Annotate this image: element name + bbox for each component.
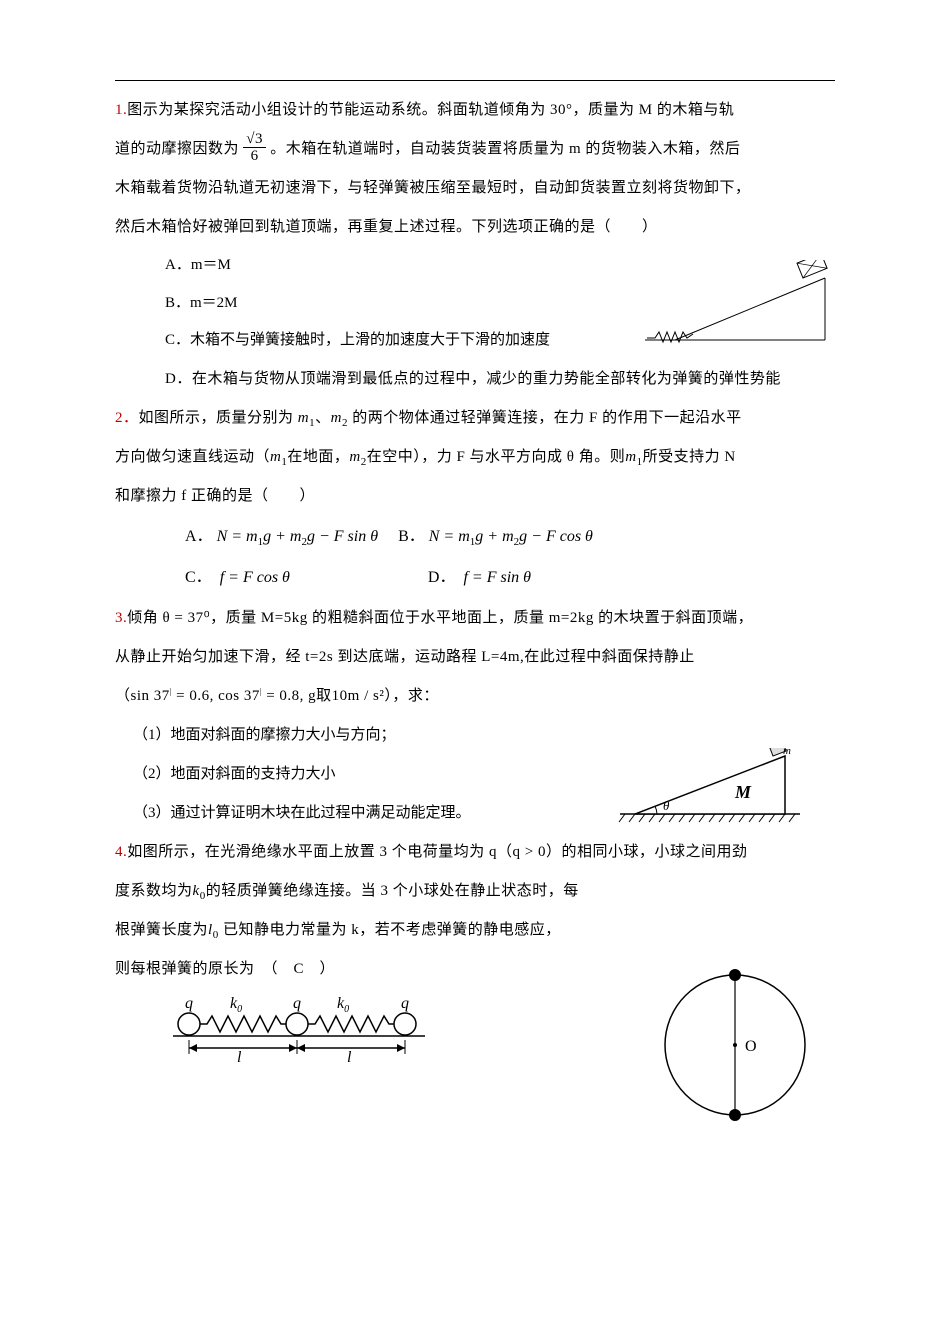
- q4-line2: 度系数均为k0的轻质弹簧绝缘连接。当 3 个小球处在静止状态时，每: [115, 872, 655, 911]
- q1-number: 1.: [115, 102, 127, 118]
- q1-frac-den: 6: [243, 148, 266, 165]
- q3-line3: （sin 37| = 0.6, cos 37| = 0.8, g取10m / s…: [115, 677, 835, 716]
- q2-optA-lbl: A．: [185, 528, 213, 545]
- svg-text:k0: k0: [230, 995, 242, 1015]
- q2-t1b: 的两个物体通过轻弹簧连接，在力 F 的作用下一起沿水平: [352, 410, 741, 426]
- q4-springs-diagram: q k0 q k0 q l l: [165, 994, 445, 1064]
- svg-text:l: l: [237, 1049, 242, 1064]
- svg-text:l: l: [347, 1049, 352, 1064]
- q1-line1: 1.图示为某探究活动小组设计的节能运动系统。斜面轨道倾角为 30°，质量为 M …: [115, 91, 835, 130]
- q2-optD-eq: f = F sin θ: [459, 569, 531, 586]
- q2-number: 2．: [115, 410, 139, 426]
- q4-line1: 4.如图所示，在光滑绝缘水平面上放置 3 个电荷量均为 q（q > 0）的相同小…: [115, 833, 835, 872]
- svg-text:q: q: [401, 995, 409, 1012]
- q3-t1: 倾角 θ = 37⁰，质量 M=5kg 的粗糙斜面位于水平地面上，质量 m=2k…: [127, 610, 753, 626]
- q2-optC-eq: f = F cos θ: [216, 569, 290, 586]
- q1-frac-num: √3: [243, 131, 266, 149]
- q1-text1: 图示为某探究活动小组设计的节能运动系统。斜面轨道倾角为 30°，质量为 M 的木…: [127, 102, 734, 118]
- q3-t3b: ），求：: [384, 688, 439, 704]
- q3-t3a: （: [115, 688, 131, 704]
- q2-line3: 和摩擦力 f 正确的是（ ）: [115, 477, 835, 516]
- top-rule: [115, 80, 835, 81]
- q1-line4: 然后木箱恰好被弹回到轨道顶端，再重复上述过程。下列选项正确的是（ ）: [115, 208, 835, 247]
- q1-line3: 木箱载着货物沿轨道无初速滑下，与轻弹簧被压缩至最短时，自动卸货装置立刻将货物卸下…: [115, 169, 835, 208]
- q2-optD-lbl: D．: [428, 569, 456, 586]
- q1-line2: 道的动摩擦因数为 √36 。木箱在轨道端时，自动装货装置将质量为 m 的货物装入…: [115, 130, 835, 169]
- q2-optB-eq: N = m1g + m2g − F cos θ: [429, 528, 593, 545]
- q4-number: 4.: [115, 844, 127, 860]
- q3-theta-label: θ: [663, 798, 670, 813]
- q2-t1a: 如图所示，质量分别为: [139, 410, 294, 426]
- q4-line3: 根弹簧长度为l0 已知静电力常量为 k，若不考虑弹簧的静电感应，: [115, 911, 655, 950]
- q3-diagram-incline: θ M m: [615, 748, 805, 828]
- q4-t2a: 度系数均为: [115, 883, 193, 899]
- q3-number: 3.: [115, 610, 127, 626]
- q2-t2a: 方向做匀速直线运动（: [115, 449, 270, 465]
- q2-t2c: 在空中），力 F 与水平方向成 θ 角。则: [367, 449, 626, 465]
- q4-t2b: 的轻质弹簧绝缘连接。当 3 个小球处在静止状态时，每: [206, 883, 579, 899]
- svg-text:q: q: [293, 995, 301, 1012]
- q1-diagram-incline: [635, 260, 835, 350]
- page-content: 1.图示为某探究活动小组设计的节能运动系统。斜面轨道倾角为 30°，质量为 M …: [115, 80, 835, 1069]
- q4-t1: 如图所示，在光滑绝缘水平面上放置 3 个电荷量均为 q（q > 0）的相同小球，…: [127, 844, 747, 860]
- q1-optD: D．在木箱与货物从顶端滑到最低点的过程中，减少的重力势能全部转化为弹簧的弹性势能: [165, 360, 835, 399]
- q3-m-label: m: [783, 748, 791, 757]
- q2-line1: 2．如图所示，质量分别为 m1、m2 的两个物体通过轻弹簧连接，在力 F 的作用…: [115, 399, 835, 438]
- q1-fraction: √36: [243, 131, 266, 165]
- q4-circle-diagram: O: [655, 955, 815, 1135]
- q2-sep: 、: [315, 410, 331, 426]
- q1-text2a: 道的动摩擦因数为: [115, 141, 239, 157]
- q1-text2b: 。木箱在轨道端时，自动装货装置将质量为 m 的货物装入木箱，然后: [270, 141, 740, 157]
- q4-t3a: 根弹簧长度为: [115, 922, 208, 938]
- q2-m1: m1: [298, 410, 315, 426]
- svg-text:q: q: [185, 995, 193, 1012]
- q2-optA-eq: N = m1g + m2g − F sin θ: [217, 528, 379, 545]
- q2-row-CD: C． f = F cos θ D． f = F sin θ: [185, 557, 835, 599]
- q2-m2: m2: [331, 410, 348, 426]
- q2-optC-lbl: C．: [185, 569, 212, 586]
- q4-t3b: 已知静电力常量为 k，若不考虑弹簧的静电感应，: [219, 922, 561, 938]
- q2-row-AB: A． N = m1g + m2g − F sin θ B． N = m1g + …: [185, 516, 835, 558]
- q3-sin: sin 37|: [131, 688, 172, 704]
- q2-t2d: 所受支持力 N: [643, 449, 736, 465]
- q3-cos: cos 37|: [218, 688, 262, 704]
- q4-O-label: O: [745, 1038, 757, 1055]
- q2-optB-lbl: B．: [398, 528, 425, 545]
- q2-line2: 方向做匀速直线运动（m1在地面，m2在空中），力 F 与水平方向成 θ 角。则m…: [115, 438, 835, 477]
- q3-M-label: M: [734, 782, 752, 802]
- q3-line1: 3.倾角 θ = 37⁰，质量 M=5kg 的粗糙斜面位于水平地面上，质量 m=…: [115, 599, 835, 638]
- svg-text:k0: k0: [337, 995, 349, 1015]
- q4-line4: 则每根弹簧的原长为 （ C ）: [115, 950, 655, 989]
- q3-line2: 从静止开始匀加速下滑，经 t=2s 到达底端，运动路程 L=4m,在此过程中斜面…: [115, 638, 835, 677]
- q2-t2b: 在地面，: [287, 449, 349, 465]
